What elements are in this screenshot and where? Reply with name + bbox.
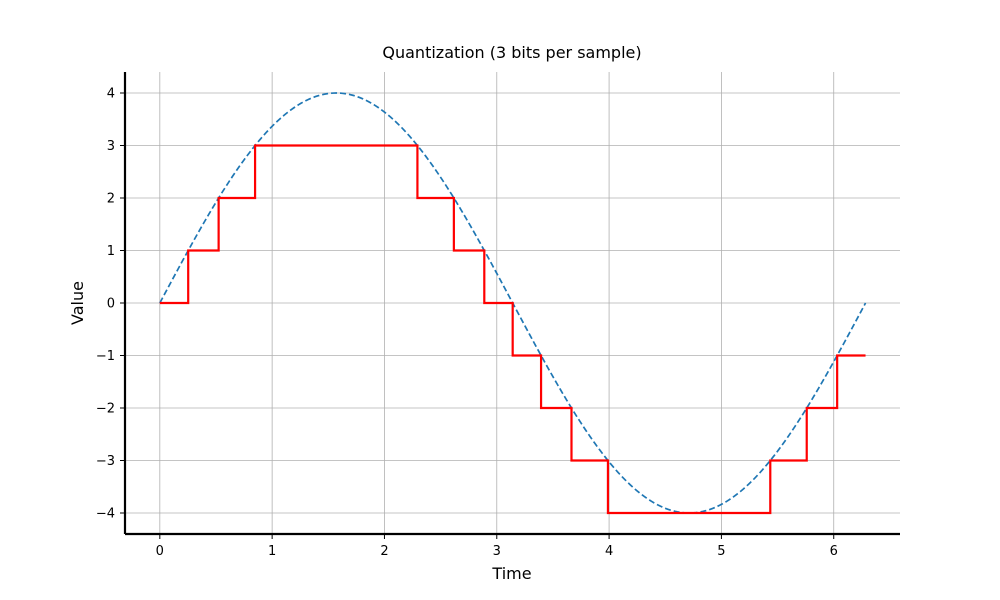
quantized-series-line (159, 144, 866, 515)
x-tick-label: 3 (493, 544, 501, 559)
y-tick-label: −3 (96, 454, 115, 469)
y-axis-label: Value (68, 281, 87, 325)
y-tick-label: −4 (96, 507, 115, 522)
y-tick-label: 1 (107, 244, 115, 259)
y-tick-label: 3 (107, 139, 115, 154)
ticks: 0 1 2 3 4 5 6 4 3 2 1 0 −1 −2 −3 −4 (96, 87, 838, 560)
chart-title: Quantization (3 bits per sample) (382, 43, 641, 62)
x-tick-label: 1 (268, 544, 276, 559)
y-tick-label: −2 (96, 402, 115, 417)
x-axis-label: Time (491, 564, 531, 583)
y-tick-label: 0 (107, 297, 115, 312)
y-tick-label: −1 (96, 349, 115, 364)
x-tick-label: 5 (717, 544, 725, 559)
x-tick-label: 4 (605, 544, 613, 559)
x-tick-label: 0 (156, 544, 164, 559)
x-tick-label: 6 (830, 544, 838, 559)
y-tick-label: 2 (107, 192, 115, 207)
series-layer (159, 92, 867, 515)
y-tick-label: 4 (107, 87, 115, 102)
x-tick-label: 2 (380, 544, 388, 559)
